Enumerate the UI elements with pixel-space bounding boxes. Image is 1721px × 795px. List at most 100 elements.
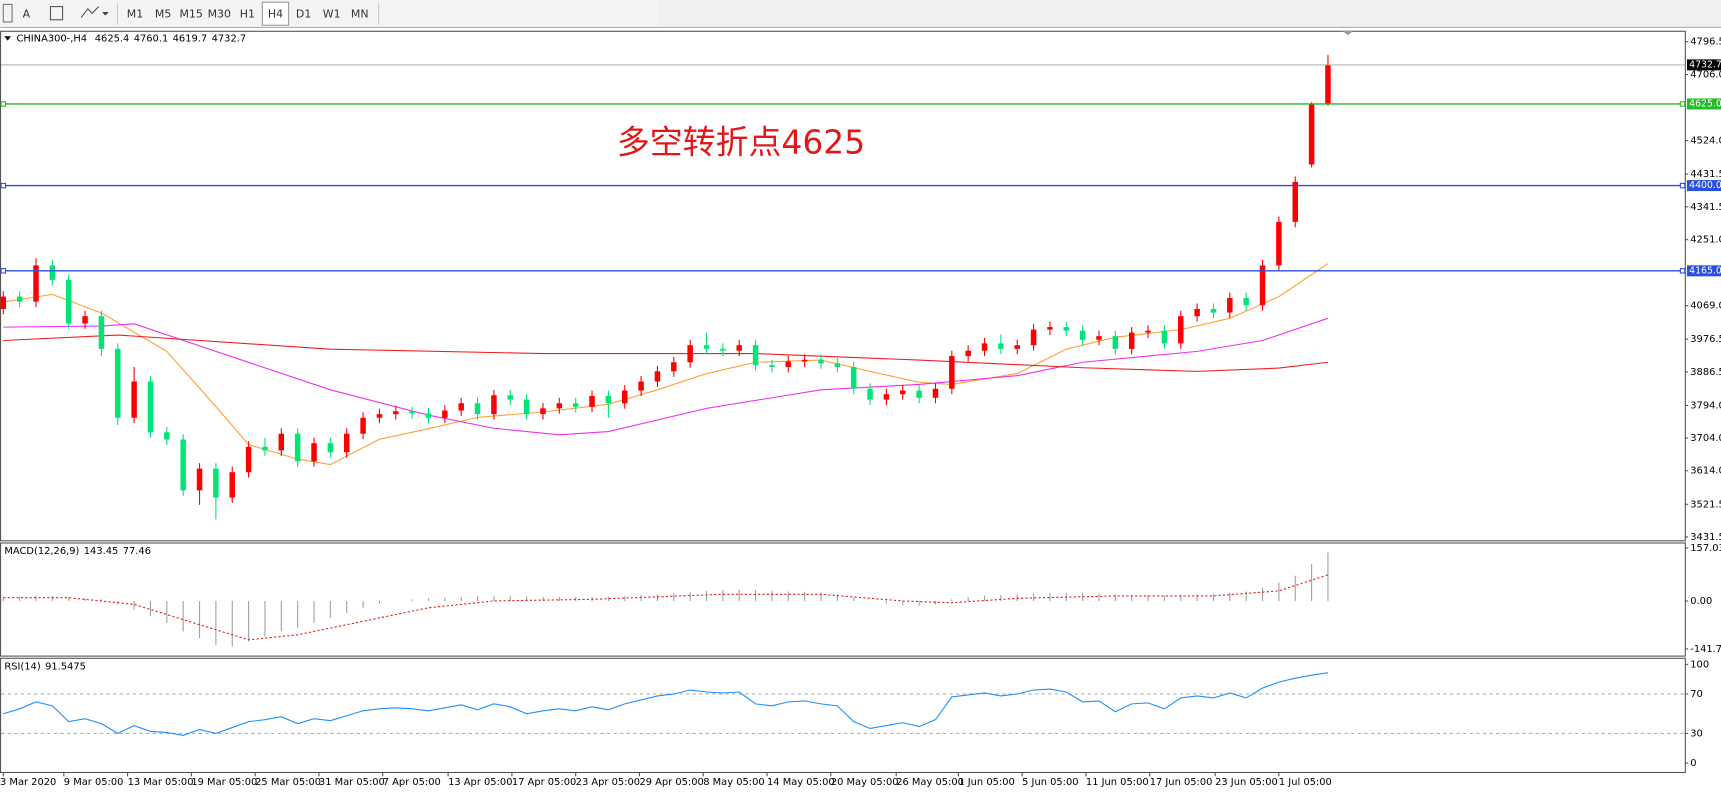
x-tick-label: 23 Jun 05:00 [1215,777,1278,788]
tool-cursor-icon[interactable] [2,3,13,23]
y-tick-label: 4341.5 [1690,202,1721,213]
candle-body [1030,329,1037,346]
level-handle [1679,268,1686,274]
candle-body [49,265,56,280]
candle-body [245,446,252,473]
y-tick-label: 4431.5 [1690,169,1721,180]
candle-body [458,403,464,411]
timeframe-button[interactable]: M5 [155,7,171,20]
y-tick-label: 4069.0 [1690,301,1721,312]
indicator-header: RSI(14) 91.5475 [4,662,86,673]
timeframe-button[interactable]: H4 [268,7,283,20]
candle-body [376,414,383,418]
timeframe-button[interactable]: H1 [240,7,255,20]
header-value: 4619.7 [173,33,208,44]
candle-body [769,365,775,367]
candle-body [883,394,890,400]
macd-pane [0,542,1686,657]
candle-body [33,265,39,302]
candle-body [164,432,170,440]
candle-body [1063,327,1070,331]
candle-body [589,396,595,407]
timeframe-button[interactable]: D1 [296,7,311,20]
candle-body [916,390,922,398]
x-tick-label: 14 May 05:00 [767,777,835,788]
y-tick-label: 3521.5 [1690,499,1721,510]
candle-body [540,408,546,415]
candle-body [1194,308,1200,317]
candle-body [278,433,285,451]
candle-body [998,343,1004,349]
x-tick-label: 1 Jun 05:00 [958,777,1014,788]
macd-signal-line [3,574,1329,641]
tool-dropdown-icon[interactable] [102,12,109,16]
price-label-bg [1686,180,1721,192]
candle-body [720,348,726,351]
candle-body [965,350,971,357]
header-value: 4760.1 [134,33,169,44]
candle-body [1276,221,1282,266]
candle-body [687,345,693,363]
candle-body [180,439,186,491]
x-tick-label: 13 Apr 05:00 [448,777,512,788]
x-tick-label: 9 Mar 05:00 [64,777,124,788]
candle-body [294,433,301,462]
header-value: 143.45 [84,546,119,557]
y-tick-label: 3431.5 [1690,532,1721,543]
chart-panes [0,30,1686,774]
candle-body [703,345,710,349]
candle-body [900,390,906,395]
candle-body [1014,345,1020,349]
tool-shapes-icon[interactable] [80,6,100,18]
candle-body [131,381,137,418]
y-tick-label: 3886.5 [1690,367,1721,378]
candle-body [147,381,154,433]
candle-body [785,361,792,367]
tool-button-label[interactable]: A [23,7,31,20]
x-tick-label: 26 May 05:00 [896,777,964,788]
tool-text-icon[interactable] [49,6,64,21]
candle-body [196,468,203,491]
header-value: 4732.7 [212,33,247,44]
candle-body [834,363,841,367]
candle-body [1145,330,1151,333]
timeframe-button[interactable]: W1 [323,7,341,20]
y-tick-label: 157.03 [1690,543,1721,554]
x-tick-label: 5 Jun 05:00 [1022,777,1078,788]
candle-body [115,348,121,418]
rsi-line [3,672,1329,736]
timeframe-button[interactable]: MN [351,7,369,20]
candle-body [65,279,72,324]
header-value: MACD(12,26,9) [4,546,79,557]
candle-body [605,396,612,404]
candle-body [621,390,628,404]
symbol-menu-icon [4,36,11,41]
x-tick-label: 11 Jun 05:00 [1086,777,1149,788]
y-tick-label: 4251.0 [1690,235,1721,246]
x-tick-label: 13 Mar 05:00 [128,777,194,788]
y-tick-label: 4706.0 [1690,70,1721,81]
price-label: 4400.0 [1689,180,1721,191]
candle-body [818,359,824,364]
level-handle [0,182,7,189]
timeframe-button[interactable]: M15 [179,7,202,20]
candle-body [867,388,873,400]
moving-average [3,317,1329,436]
candle-body [425,413,432,418]
candle-body [82,316,88,324]
candle-body [949,356,955,389]
candle-body [1161,330,1168,344]
candle-body [850,366,857,389]
symbol-header: CHINA300-,H4 4625.4 4760.1 4619.7 4732.7 [16,33,246,44]
timeframe-button[interactable]: M30 [208,7,231,20]
level-handle [0,101,7,107]
candle-body [1096,336,1102,340]
y-tick-label: 3794.0 [1690,400,1721,411]
timeframe-button[interactable]: M1 [127,7,143,20]
level-handle [1679,182,1686,189]
candle-body [1047,327,1053,330]
annotation: 多空转折点4625 [617,122,865,161]
candle-body [932,388,939,398]
candle-body [311,443,317,462]
